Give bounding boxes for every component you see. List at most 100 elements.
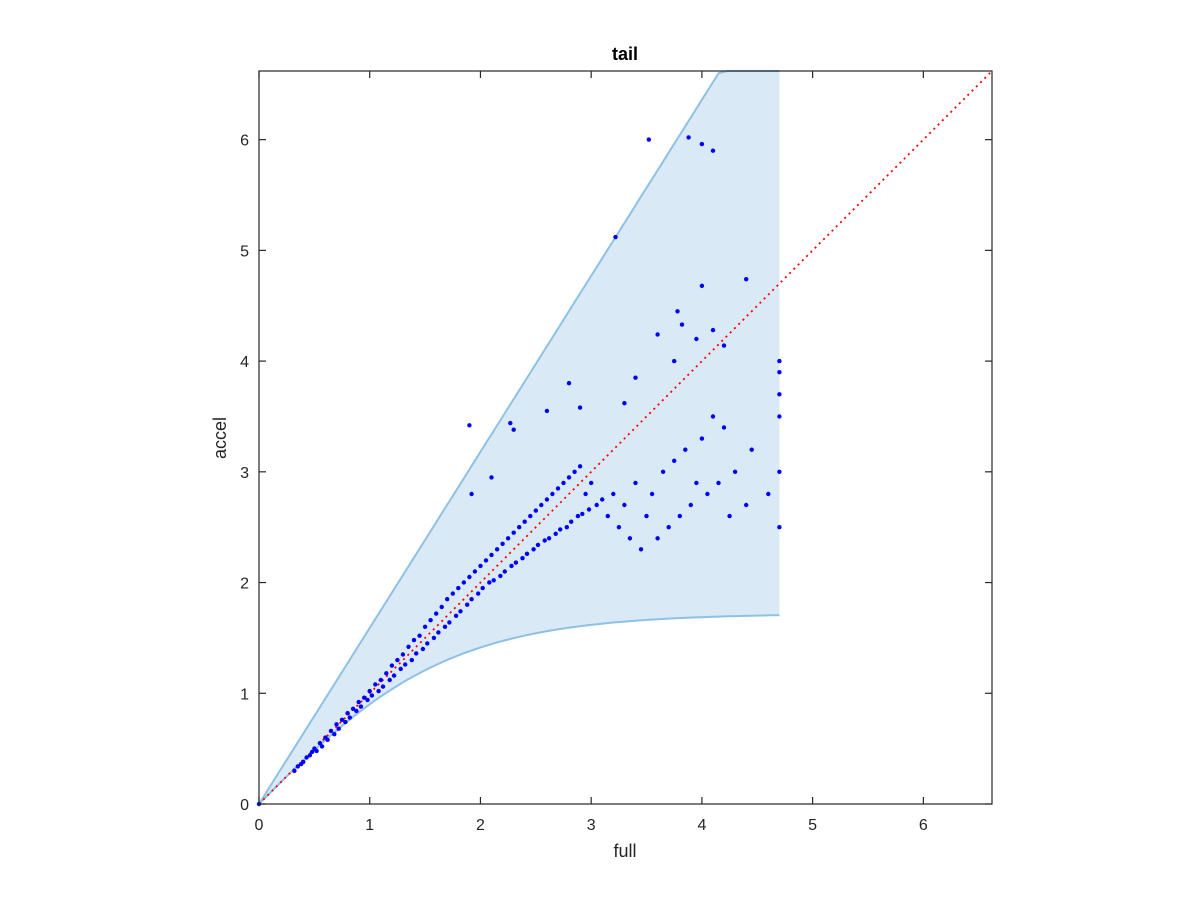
data-point: [561, 480, 566, 486]
x-tick-label: 3: [587, 817, 596, 834]
data-point: [304, 755, 309, 760]
data-point: [600, 497, 605, 502]
data-point: [295, 764, 300, 769]
data-point: [660, 469, 666, 474]
data-point: [744, 502, 749, 508]
data-point: [332, 732, 337, 737]
data-point: [677, 513, 682, 519]
data-point: [469, 491, 474, 497]
data-point: [384, 671, 389, 676]
data-point: [453, 613, 459, 618]
data-point: [716, 480, 721, 486]
x-tick-label: 4: [697, 817, 706, 834]
data-point: [301, 759, 306, 765]
data-point: [777, 525, 782, 530]
data-point: [406, 644, 411, 649]
data-point: [513, 560, 519, 565]
data-point: [442, 624, 448, 629]
data-point: [334, 722, 339, 727]
chart-title: tail: [612, 44, 638, 64]
data-point: [528, 513, 533, 519]
data-point: [666, 525, 671, 530]
data-point: [520, 556, 525, 561]
data-point: [347, 715, 352, 720]
data-point: [683, 447, 688, 452]
data-point: [616, 525, 622, 530]
data-point: [777, 469, 782, 474]
data-point: [450, 591, 455, 596]
data-point: [465, 602, 470, 607]
data-point: [480, 585, 485, 591]
data-point: [376, 688, 381, 694]
data-point: [467, 423, 472, 428]
data-point: [319, 744, 325, 749]
data-point: [558, 527, 563, 532]
data-point: [586, 507, 592, 512]
data-point: [572, 469, 577, 474]
data-point: [425, 641, 430, 646]
data-point: [391, 673, 397, 678]
y-tick-label: 0: [240, 797, 249, 814]
data-point: [577, 405, 583, 410]
data-point: [721, 343, 727, 348]
x-tick-label: 5: [808, 817, 817, 834]
data-point: [436, 630, 441, 635]
data-point: [420, 646, 426, 652]
data-point: [487, 580, 492, 585]
data-point: [594, 502, 599, 508]
data-point: [345, 711, 350, 716]
data-point: [307, 753, 313, 758]
data-point: [566, 381, 572, 386]
data-point: [675, 309, 680, 314]
data-point: [646, 137, 651, 142]
data-point: [727, 513, 732, 519]
ticks-layer: 0 1 2 3 4 5 6 0 1 2 3 4 5 6: [240, 71, 992, 834]
data-point: [644, 513, 649, 519]
data-point: [350, 706, 356, 711]
data-point: [611, 491, 616, 497]
data-point: [605, 513, 610, 519]
data-point: [373, 682, 378, 687]
band-upper-edge: [258, 70, 780, 805]
data-point: [710, 327, 716, 333]
data-point: [694, 336, 699, 342]
data-point: [414, 651, 419, 656]
data-point: [362, 695, 367, 700]
data-point: [500, 541, 505, 546]
data-point: [439, 604, 444, 610]
data-point: [555, 486, 561, 491]
data-point: [544, 408, 550, 414]
data-point: [339, 717, 345, 722]
data-point: [461, 580, 466, 585]
data-point: [633, 375, 638, 380]
data-point: [569, 519, 574, 524]
data-point: [417, 633, 422, 638]
data-point: [627, 536, 633, 541]
data-point: [325, 737, 330, 742]
data-point: [378, 677, 383, 683]
data-point: [744, 277, 749, 282]
data-point: [409, 657, 414, 663]
data-point: [533, 508, 538, 513]
data-point: [732, 469, 738, 474]
data-point: [343, 719, 348, 725]
data-point: [447, 620, 452, 625]
data-point: [633, 480, 638, 486]
y-axis-label: accel: [210, 417, 230, 459]
confidence-band: [259, 71, 780, 804]
data-point: [553, 531, 558, 536]
data-point: [686, 135, 691, 140]
data-point: [498, 573, 503, 579]
points-layer: [256, 135, 782, 807]
data-point: [509, 563, 514, 569]
data-point: [434, 611, 439, 616]
data-point: [721, 425, 727, 430]
data-point: [491, 578, 496, 583]
data-point: [314, 748, 319, 754]
data-point: [613, 234, 618, 240]
data-point: [535, 542, 541, 548]
data-point: [550, 491, 555, 497]
data-point: [367, 688, 372, 694]
data-point: [395, 657, 400, 663]
